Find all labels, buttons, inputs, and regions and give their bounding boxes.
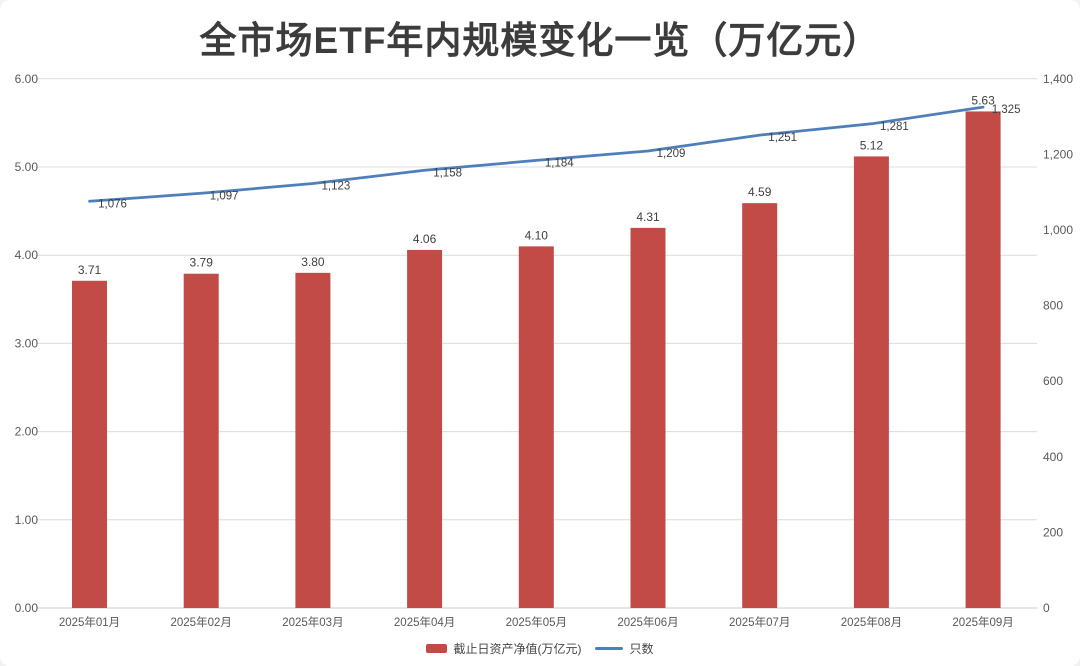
bar-2025年09月 [965, 111, 1001, 609]
right-axis-tick-label: 800 [1043, 299, 1063, 313]
left-axis-tick-label: 0.00 [15, 601, 39, 615]
x-axis-label: 2025年02月 [171, 615, 232, 629]
count-line [88, 105, 985, 203]
right-axis-tick-label: 200 [1043, 525, 1063, 539]
bar-2025年05月 [518, 246, 554, 608]
left-axis-tick-label: 3.00 [15, 336, 39, 350]
line-series-swatch [595, 647, 624, 650]
bar-value-label: 3.80 [301, 255, 325, 269]
line-point-label: 1,158 [433, 167, 462, 179]
bar-value-label: 4.06 [413, 232, 437, 246]
line-point-label: 1,184 [545, 157, 574, 169]
bar-value-label: 4.31 [636, 210, 660, 224]
x-axis-label: 2025年08月 [841, 615, 902, 629]
right-axis-tick-label: 1,200 [1043, 147, 1073, 161]
line-point-label: 1,251 [768, 132, 797, 144]
bar-series-swatch [426, 644, 448, 653]
x-axis-label: 2025年03月 [282, 615, 343, 629]
bar-2025年06月 [630, 227, 666, 608]
right-axis-tick-label: 0 [1043, 601, 1050, 615]
x-axis-label: 2025年05月 [506, 615, 567, 629]
line-point-label: 1,325 [992, 104, 1021, 116]
legend-item-line-series: 只数 [595, 640, 654, 657]
bar-value-label: 3.71 [78, 263, 102, 277]
x-axis-label: 2025年06月 [617, 615, 678, 629]
left-axis-tick-label: 2.00 [15, 425, 39, 439]
line-series-label: 只数 [629, 642, 654, 656]
bar-2025年03月 [295, 272, 331, 608]
right-axis-tick-label: 600 [1043, 374, 1063, 388]
legend-item-bar-series: 截止日资产净值(万亿元) [426, 640, 581, 657]
line-point-label: 1,209 [657, 148, 686, 160]
line-point-label: 1,076 [98, 198, 127, 210]
right-axis-tick-label: 1,000 [1043, 223, 1073, 237]
bar-value-label: 5.63 [971, 93, 995, 107]
x-axis-label: 2025年09月 [952, 615, 1013, 629]
x-axis-label: 2025年07月 [729, 615, 790, 629]
line-point-label: 1,097 [210, 190, 239, 202]
bar-value-label: 4.10 [525, 228, 549, 242]
bar-value-label: 5.12 [860, 138, 884, 152]
left-axis-tick-label: 1.00 [15, 513, 39, 527]
left-axis-tick-label: 5.00 [15, 160, 39, 174]
bar-2025年02月 [183, 273, 219, 608]
left-axis-tick-label: 6.00 [15, 72, 39, 86]
bar-2025年04月 [407, 249, 443, 608]
line-point-label: 1,123 [322, 181, 351, 193]
bar-series-label: 截止日资产净值(万亿元) [453, 642, 582, 656]
right-axis-tick-label: 1,400 [1043, 72, 1073, 86]
bar-2025年08月 [853, 156, 889, 608]
bar-value-label: 4.59 [748, 185, 772, 199]
chart-legend: 截止日资产净值(万亿元) 只数 [0, 640, 1080, 657]
chart-title: 全市场ETF年内规模变化一览（万亿元） [199, 20, 881, 61]
right-axis-tick-label: 400 [1043, 450, 1063, 464]
left-axis-tick-label: 4.00 [15, 248, 39, 262]
bar-value-label: 3.79 [190, 256, 214, 270]
bar-2025年01月 [72, 280, 107, 608]
x-axis-label: 2025年01月 [59, 615, 120, 629]
line-point-label: 1,281 [880, 121, 909, 133]
bar-2025年07月 [742, 203, 778, 609]
x-axis-label: 2025年04月 [394, 615, 455, 629]
